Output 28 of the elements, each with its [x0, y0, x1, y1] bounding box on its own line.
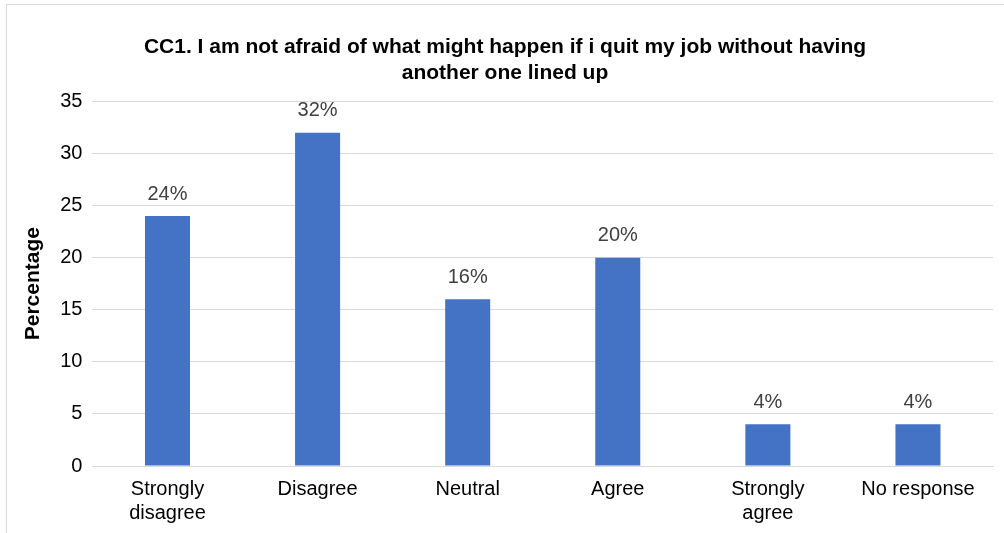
- data-label: 4%: [753, 389, 783, 412]
- bar: [745, 424, 791, 466]
- y-tick-label: 30: [60, 141, 83, 163]
- bar: [595, 257, 641, 466]
- x-tick-label: Agree: [591, 476, 645, 499]
- x-tick-label: Neutral: [435, 476, 500, 499]
- bar: [144, 215, 191, 466]
- y-tick-label: 25: [60, 193, 83, 216]
- y-tick-label: 0: [71, 453, 83, 476]
- chart-title: CC1. I am not afraid of what might happen if i quit my job without having another one lined up: [143, 34, 867, 83]
- data-label: 16%: [447, 264, 488, 287]
- y-tick-label: 20: [60, 245, 83, 268]
- bar: [895, 424, 941, 466]
- y-tick-label: 35: [60, 88, 83, 111]
- y-tick-label: 5: [71, 401, 83, 424]
- data-label: 32%: [297, 98, 338, 121]
- x-tick-label: Strongly agree: [731, 476, 805, 523]
- bar: [295, 132, 341, 466]
- x-tick-label: Strongly disagree: [129, 476, 206, 523]
- y-axis-title: Percentage: [20, 227, 44, 341]
- y-tick-label: 10: [60, 349, 83, 372]
- data-label: 4%: [903, 389, 933, 412]
- data-label: 20%: [597, 223, 638, 246]
- data-label: 24%: [147, 181, 188, 204]
- x-tick-label: Disagree: [277, 476, 358, 499]
- bar: [445, 299, 491, 466]
- x-tick-label: No response: [861, 476, 975, 499]
- y-tick-label: 15: [60, 297, 83, 320]
